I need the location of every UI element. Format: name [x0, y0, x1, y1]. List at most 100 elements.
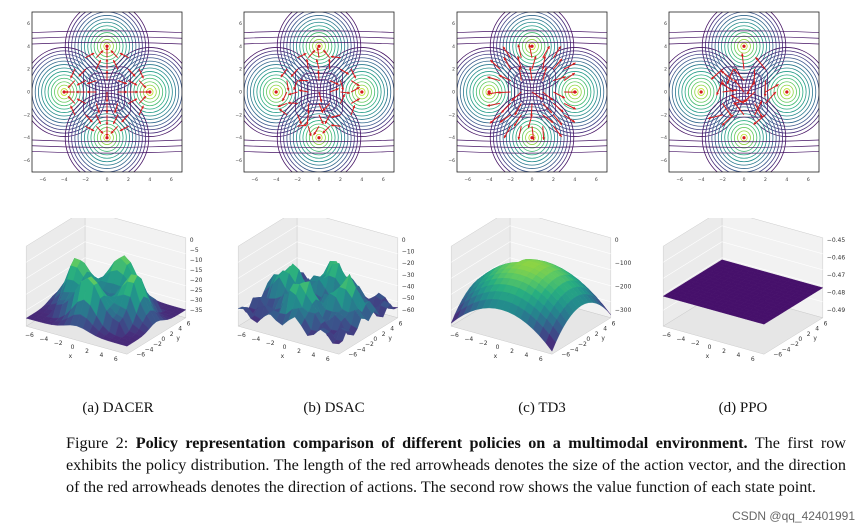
- x-tick-label: −4: [251, 336, 260, 343]
- y-tick-label: 4: [664, 44, 667, 50]
- contour-ring: [315, 133, 323, 142]
- contour-ring: [740, 133, 748, 142]
- contour-plot-dsac: −6 −6 −4 −4 −2 −2 0 0 2 2 4 4 6 6: [230, 8, 398, 190]
- mode-point: [785, 90, 789, 94]
- x-tick-label: −4: [273, 177, 280, 183]
- policy-arrowhead: [322, 107, 326, 111]
- policy-arrowhead: [282, 98, 285, 102]
- contour-svg: −6 −6 −4 −4 −2 −2 0 0 2 2 4 4 6 6: [23, 11, 183, 183]
- policy-arrowhead: [121, 119, 125, 123]
- contour-ring: [551, 67, 598, 117]
- policy-arrowhead: [105, 58, 109, 62]
- contour-ring: [708, 12, 780, 85]
- policy-arrowhead: [286, 87, 290, 91]
- y-tick-label: −4: [357, 346, 366, 353]
- contour-ring: [776, 81, 797, 103]
- contour-ring: [721, 21, 767, 71]
- policy-arrowhead: [327, 58, 331, 62]
- z-tick-label: −10: [402, 248, 415, 255]
- grid-line: [451, 241, 511, 279]
- policy-arrowhead: [734, 79, 738, 83]
- contour-plot-dacer: −6 −6 −4 −4 −2 −2 0 0 2 2 4 4 6 6: [18, 8, 186, 190]
- mode-point: [105, 136, 109, 140]
- contour-outer-line: [244, 145, 394, 148]
- y-tick-label: 0: [452, 90, 455, 96]
- z-tick-label: −5: [190, 247, 199, 254]
- policy-arrowhead: [114, 110, 117, 114]
- x-tick-label: 6: [382, 177, 385, 183]
- policy-arrowhead: [312, 50, 315, 54]
- grid-line: [721, 257, 823, 287]
- contour-ring: [302, 28, 336, 64]
- grid-line: [238, 241, 298, 279]
- policy-arrows: [707, 53, 779, 126]
- policy-arrowhead: [572, 106, 576, 110]
- policy-arrowhead: [499, 119, 503, 123]
- x-tick-label: −4: [39, 336, 48, 343]
- policy-arrowhead: [123, 81, 127, 85]
- contour-outer-line: [669, 36, 819, 39]
- subfigure-caption-dsac: (b) DSAC: [303, 400, 365, 416]
- grid-line: [509, 225, 611, 255]
- contour-ring: [244, 50, 316, 134]
- policy-arrowhead: [293, 87, 297, 91]
- policy-arrowhead: [335, 88, 339, 91]
- x-tick-label: 4: [99, 352, 103, 359]
- contour-ring: [515, 28, 549, 64]
- y-tick-label: 6: [187, 320, 191, 327]
- policy-arrowhead: [315, 59, 319, 63]
- grid-line: [296, 225, 398, 255]
- z-tick-label: 0: [190, 237, 194, 244]
- y-tick-label: −6: [448, 158, 455, 164]
- policy-arrowhead: [143, 96, 146, 100]
- contour-ring: [283, 99, 355, 172]
- surface-plot-ppo: −0.45−0.46−0.47−0.48−0.49Value Function−…: [655, 209, 855, 388]
- policy-arrowhead: [76, 98, 80, 102]
- contour-ring: [760, 64, 813, 120]
- contour-ring: [727, 28, 761, 64]
- policy-arrows: [277, 47, 360, 137]
- contour-ring: [493, 96, 571, 172]
- contour-ring: [485, 88, 493, 96]
- policy-arrowhead: [105, 47, 109, 51]
- x-tick-label: 2: [339, 177, 342, 183]
- contour-ring: [548, 64, 601, 120]
- x-tick-label: −2: [507, 177, 514, 183]
- x-axis-label: x: [494, 353, 498, 360]
- contour-outer-line: [244, 151, 394, 154]
- mode-point: [317, 136, 321, 140]
- contour-ring: [253, 67, 300, 117]
- subfigure-caption-td3: (c) TD3: [518, 400, 566, 416]
- policy-arrowhead: [308, 133, 312, 137]
- policy-arrowhead: [733, 68, 737, 72]
- policy-arrowhead: [559, 58, 562, 62]
- x-tick-label: 2: [764, 177, 767, 183]
- grid-line: [26, 225, 86, 263]
- contour-ring: [701, 92, 787, 172]
- policy-arrowhead: [134, 98, 138, 102]
- policy-arrowhead: [560, 109, 564, 113]
- contour-ring: [714, 15, 774, 78]
- y-tick-label: 6: [239, 21, 242, 27]
- contour-ring: [32, 47, 107, 137]
- y-tick-label: 0: [239, 90, 242, 96]
- y-tick-label: 0: [798, 336, 802, 343]
- policy-arrowhead: [324, 120, 328, 124]
- x-tick-label: −4: [61, 177, 68, 183]
- policy-arrowhead: [299, 121, 302, 125]
- policy-arrowhead: [78, 73, 82, 77]
- policy-arrowhead: [316, 47, 320, 51]
- contour-outer-line: [669, 145, 819, 148]
- policy-arrowhead: [304, 123, 308, 127]
- contour-ring: [296, 21, 342, 71]
- policy-arrowhead: [502, 46, 506, 50]
- z-tick-label: −60: [402, 307, 415, 314]
- contour-ring: [244, 53, 312, 131]
- contour-ring: [744, 47, 819, 137]
- z-tick-label: −200: [615, 283, 632, 290]
- y-tick-label: −2: [235, 112, 242, 118]
- contour-ring: [737, 39, 751, 54]
- contour-ring: [489, 12, 575, 92]
- z-tick-label: −30: [190, 297, 203, 304]
- contour-outer-line: [32, 145, 182, 148]
